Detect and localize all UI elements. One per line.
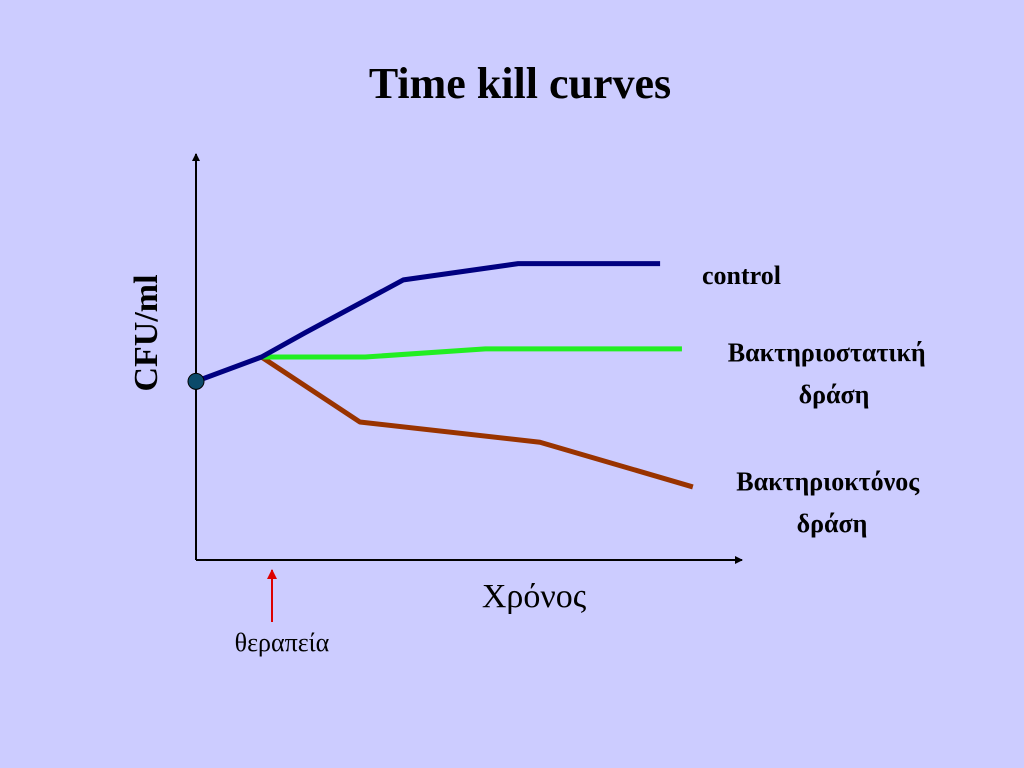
series-line-2 (260, 354, 694, 490)
series-line-0 (195, 261, 661, 384)
series-label-bactericidal-line2: δράση (797, 509, 868, 538)
y-axis-label: CFU/ml (128, 274, 165, 391)
start-point-marker (187, 372, 205, 390)
series-label-bactericidal: Βακτηριοκτόνος δράση (736, 467, 926, 538)
series-label-bacteriostatic-line2: δράση (799, 380, 870, 409)
series-label-bactericidal-line1: Βακτηριοκτόνος (736, 467, 920, 496)
series-line-1 (261, 346, 682, 360)
therapy-label: θεραπεία (235, 628, 330, 657)
series-label-bacteriostatic: Βακτηριοστατική δράση (728, 338, 932, 409)
x-axis-label: Χρόνος (482, 578, 587, 615)
series-label-bacteriostatic-line1: Βακτηριοστατική (728, 338, 926, 367)
chart-title: Time kill curves (368, 59, 672, 108)
series-label-control: control (702, 261, 781, 290)
